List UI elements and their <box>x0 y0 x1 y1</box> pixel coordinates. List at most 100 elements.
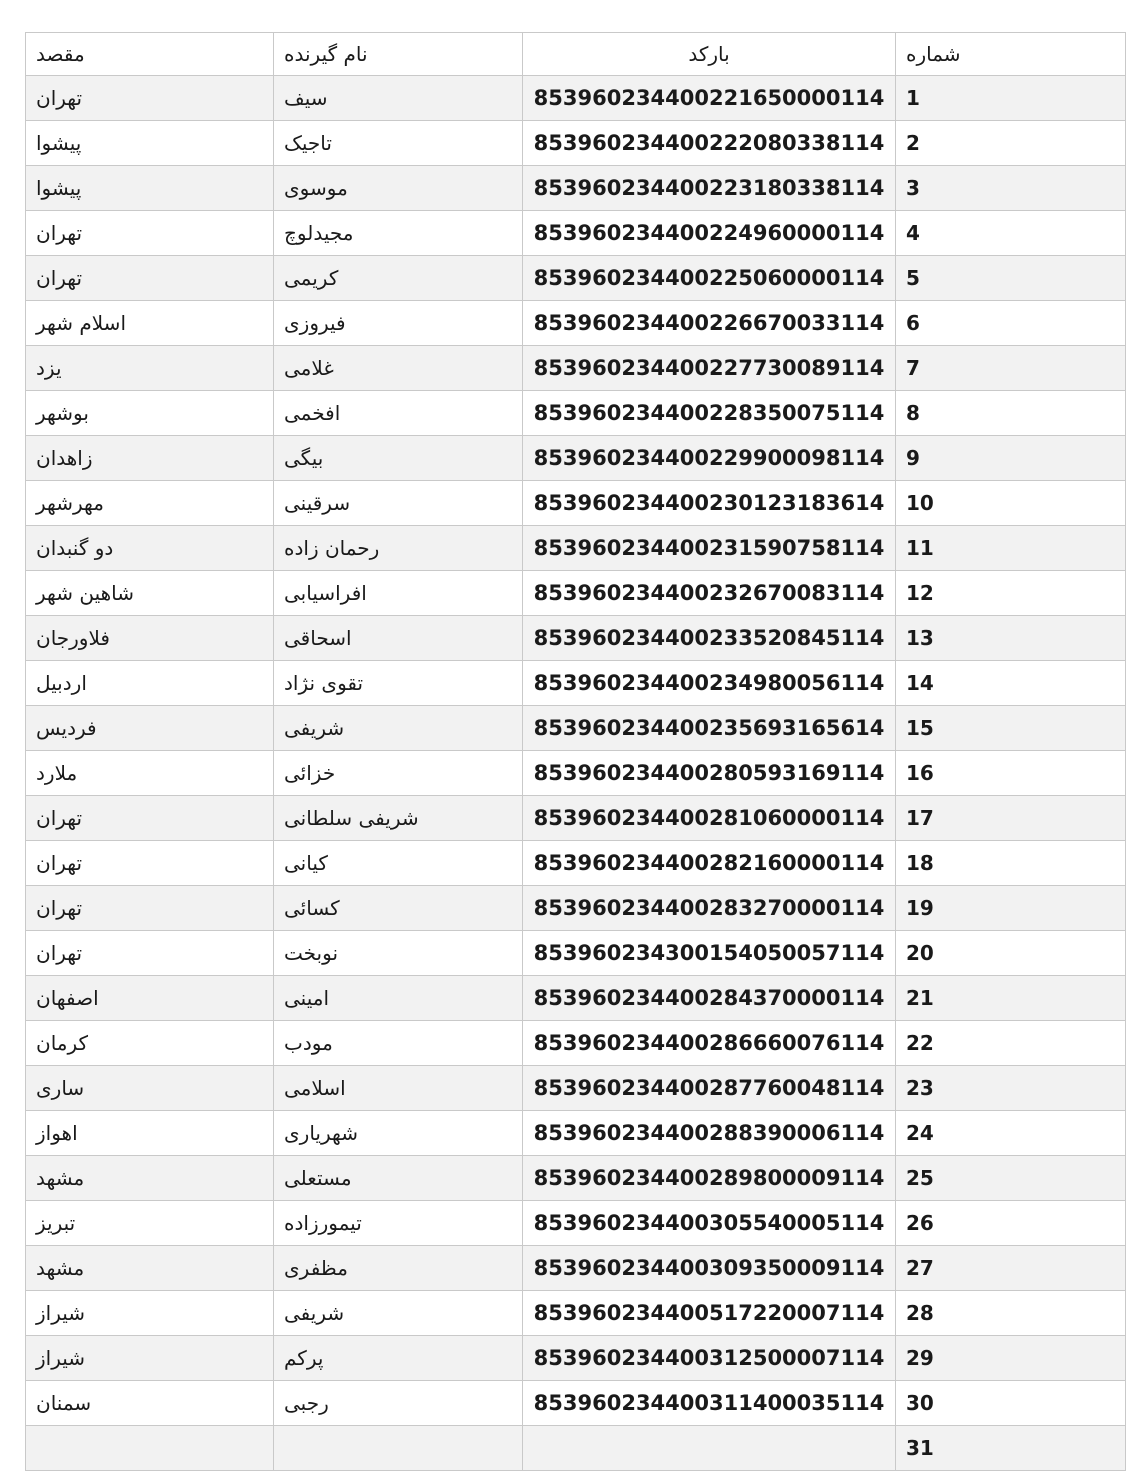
cell-number: 17 <box>895 795 1126 841</box>
cell-recipient: کیانی <box>273 840 523 886</box>
header-row: شماره بارکد نام گیرنده مقصد <box>25 32 1126 76</box>
table-row: 23 853960234400287760048114 اسلامی ساری <box>25 1065 1126 1111</box>
table-row: 19 853960234400283270000114 کسائی تهران <box>25 885 1126 931</box>
cell-recipient: غلامی <box>273 345 523 391</box>
cell-number: 4 <box>895 210 1126 256</box>
cell-destination: تهران <box>25 210 274 256</box>
table-row: 2 853960234400222080338114 تاجیک پیشوا <box>25 120 1126 166</box>
cell-recipient: پرکم <box>273 1335 523 1381</box>
cell-recipient: رجبی <box>273 1380 523 1426</box>
cell-number: 21 <box>895 975 1126 1021</box>
table-row: 20 853960234300154050057114 نوبخت تهران <box>25 930 1126 976</box>
cell-destination: کرمان <box>25 1020 274 1066</box>
cell-number: 6 <box>895 300 1126 346</box>
table-row: 5 853960234400225060000114 کریمی تهران <box>25 255 1126 301</box>
cell-destination: یزد <box>25 345 274 391</box>
cell-recipient: مستعلی <box>273 1155 523 1201</box>
cell-destination: تهران <box>25 255 274 301</box>
cell-recipient: سرقینی <box>273 480 523 526</box>
cell-number: 29 <box>895 1335 1126 1381</box>
cell-barcode: 853960234400230123183614 <box>522 480 896 526</box>
cell-destination: مهرشهر <box>25 480 274 526</box>
table-row: 27 853960234400309350009114 مظفری مشهد <box>25 1245 1126 1291</box>
cell-barcode: 853960234400232670083114 <box>522 570 896 616</box>
table-row: 8 853960234400228350075114 افخمی بوشهر <box>25 390 1126 436</box>
table-row: 31 <box>25 1425 1126 1471</box>
cell-recipient: شریفی <box>273 1290 523 1336</box>
cell-destination: تهران <box>25 840 274 886</box>
cell-destination: فردیس <box>25 705 274 751</box>
cell-destination: اهواز <box>25 1110 274 1156</box>
table-row: 30 853960234400311400035114 رجبی سمنان <box>25 1380 1126 1426</box>
cell-number: 2 <box>895 120 1126 166</box>
cell-recipient: اسحاقی <box>273 615 523 661</box>
cell-destination: شیراز <box>25 1335 274 1381</box>
cell-barcode: 853960234400280593169114 <box>522 750 896 796</box>
table-row: 12 853960234400232670083114 افراسیابی شاهین… <box>25 570 1126 616</box>
cell-recipient: کریمی <box>273 255 523 301</box>
cell-recipient: موسوی <box>273 165 523 211</box>
table-row: 1 853960234400221650000114 سیف تهران <box>25 75 1126 121</box>
cell-destination: تبریز <box>25 1200 274 1246</box>
cell-destination: سمنان <box>25 1380 274 1426</box>
table-container: شماره بارکد نام گیرنده مقصد 1 85396023440022… <box>25 32 1126 1471</box>
column-header-destination: مقصد <box>25 32 274 76</box>
cell-recipient: امینی <box>273 975 523 1021</box>
table-row: 16 853960234400280593169114 خزائی ملارد <box>25 750 1126 796</box>
cell-number: 15 <box>895 705 1126 751</box>
cell-number: 11 <box>895 525 1126 571</box>
cell-recipient <box>273 1425 523 1471</box>
cell-number: 25 <box>895 1155 1126 1201</box>
cell-destination <box>25 1425 274 1471</box>
cell-barcode: 853960234300154050057114 <box>522 930 896 976</box>
cell-recipient: مودب <box>273 1020 523 1066</box>
table-row: 6 853960234400226670033114 فیروزی اسلام شهر <box>25 300 1126 346</box>
table-row: 14 853960234400234980056114 تقوی نژاد اردبی… <box>25 660 1126 706</box>
cell-barcode: 853960234400305540005114 <box>522 1200 896 1246</box>
cell-destination: دو گنبدان <box>25 525 274 571</box>
cell-barcode: 853960234400281060000114 <box>522 795 896 841</box>
cell-recipient: سیف <box>273 75 523 121</box>
table-row: 28 853960234400517220007114 شریفی شیراز <box>25 1290 1126 1336</box>
cell-number: 26 <box>895 1200 1126 1246</box>
cell-recipient: تاجیک <box>273 120 523 166</box>
table-row: 3 853960234400223180338114 موسوی پیشوا <box>25 165 1126 211</box>
cell-barcode: 853960234400312500007114 <box>522 1335 896 1381</box>
cell-recipient: شریفی سلطانی <box>273 795 523 841</box>
cell-barcode: 853960234400235693165614 <box>522 705 896 751</box>
cell-barcode: 853960234400233520845114 <box>522 615 896 661</box>
cell-barcode: 853960234400225060000114 <box>522 255 896 301</box>
table-row: 18 853960234400282160000114 کیانی تهران <box>25 840 1126 886</box>
table-row: 13 853960234400233520845114 اسحاقی فلاورجان <box>25 615 1126 661</box>
cell-barcode: 853960234400226670033114 <box>522 300 896 346</box>
cell-recipient: تیمورزاده <box>273 1200 523 1246</box>
column-header-barcode: بارکد <box>522 32 896 76</box>
cell-recipient: بیگی <box>273 435 523 481</box>
table-row: 24 853960234400288390006114 شهریاری اهواز <box>25 1110 1126 1156</box>
cell-destination: تهران <box>25 75 274 121</box>
cell-barcode: 853960234400288390006114 <box>522 1110 896 1156</box>
cell-barcode: 853960234400517220007114 <box>522 1290 896 1336</box>
cell-number: 9 <box>895 435 1126 481</box>
cell-destination: شیراز <box>25 1290 274 1336</box>
cell-number: 22 <box>895 1020 1126 1066</box>
column-header-number: شماره <box>895 32 1126 76</box>
cell-destination: اردبیل <box>25 660 274 706</box>
table-row: 15 853960234400235693165614 شریفی فردیس <box>25 705 1126 751</box>
table-row: 7 853960234400227730089114 غلامی یزد <box>25 345 1126 391</box>
shipments-barcode-table: شماره بارکد نام گیرنده مقصد 1 85396023440022… <box>25 32 1126 1471</box>
cell-recipient: مظفری <box>273 1245 523 1291</box>
cell-barcode: 853960234400223180338114 <box>522 165 896 211</box>
cell-barcode: 853960234400283270000114 <box>522 885 896 931</box>
cell-destination: زاهدان <box>25 435 274 481</box>
cell-barcode: 853960234400221650000114 <box>522 75 896 121</box>
cell-number: 24 <box>895 1110 1126 1156</box>
cell-number: 16 <box>895 750 1126 796</box>
cell-destination: پیشوا <box>25 120 274 166</box>
table-row: 4 853960234400224960000114 مجیدلوچ تهران <box>25 210 1126 256</box>
cell-destination: ساری <box>25 1065 274 1111</box>
cell-number: 1 <box>895 75 1126 121</box>
cell-number: 27 <box>895 1245 1126 1291</box>
cell-barcode: 853960234400224960000114 <box>522 210 896 256</box>
